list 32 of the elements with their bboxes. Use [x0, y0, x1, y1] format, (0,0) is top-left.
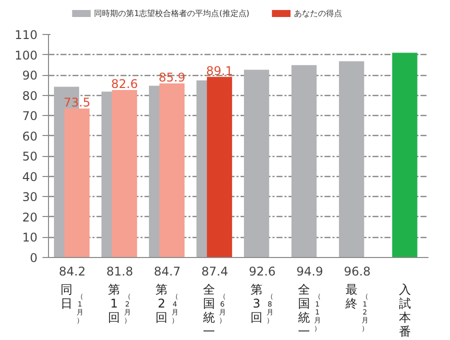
y-tick-label: 40: [22, 170, 38, 184]
legend-label: 同時期の第1志望校合格者の平均点(推定点): [94, 9, 250, 18]
y-tick-label: 10: [22, 230, 38, 245]
bar: [64, 108, 90, 258]
data-label: 84.7: [154, 264, 181, 278]
y-tick-label: 70: [22, 109, 38, 124]
y-tick-label: 60: [22, 129, 38, 144]
y-tick-label: 100: [14, 48, 38, 62]
bar: [206, 76, 232, 258]
x-tick-label: 入試本番: [398, 282, 411, 338]
data-label: 89.1: [206, 64, 233, 78]
data-label: 96.8: [344, 264, 371, 278]
data-label: 87.4: [201, 264, 228, 278]
data-label: 94.9: [296, 264, 324, 278]
y-tick-label: 80: [22, 88, 38, 103]
y-tick-label: 0: [30, 251, 38, 265]
bar: [112, 90, 138, 258]
y-tick-label: 50: [22, 150, 38, 164]
y-tick-label: 20: [22, 210, 38, 224]
bar: [392, 52, 418, 258]
bar: [291, 65, 317, 258]
bar: [159, 83, 185, 258]
data-label: 81.8: [106, 264, 134, 278]
data-label: 84.2: [58, 264, 86, 278]
legend-label: あなたの得点: [294, 9, 342, 18]
y-tick-label: 30: [22, 190, 38, 204]
y-tick-label: 110: [14, 28, 38, 42]
bar: [244, 70, 270, 258]
data-label: 92.6: [248, 264, 276, 278]
y-tick-label: 90: [22, 68, 38, 83]
data-label: 82.6: [111, 77, 138, 92]
bar: [338, 61, 364, 258]
